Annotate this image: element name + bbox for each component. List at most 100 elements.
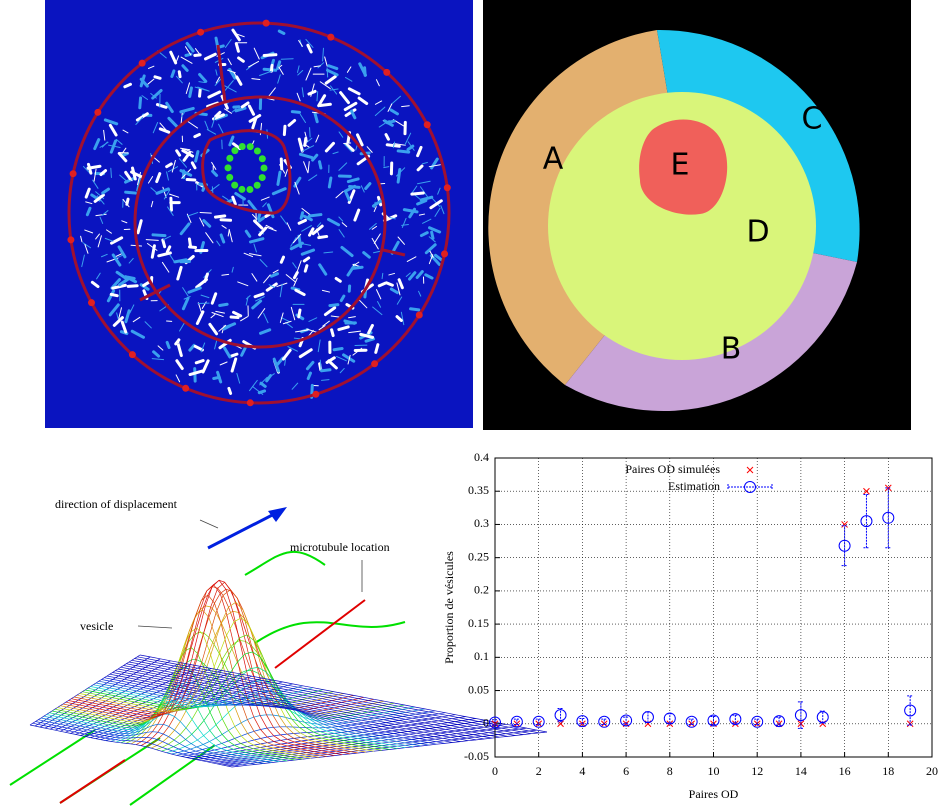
filament <box>396 167 406 177</box>
filament <box>326 67 329 78</box>
filament <box>121 220 128 224</box>
filament <box>259 258 268 268</box>
filament <box>371 199 382 208</box>
filament <box>267 87 276 98</box>
mesh-line <box>46 700 280 763</box>
filament <box>146 243 158 251</box>
circle-marker <box>576 715 589 728</box>
filament <box>374 106 386 117</box>
filament <box>285 321 293 329</box>
filament <box>297 69 304 76</box>
filament <box>373 233 381 244</box>
core-dot <box>258 155 266 163</box>
filament <box>303 136 308 147</box>
filament <box>393 142 406 146</box>
filament <box>110 167 112 179</box>
error-bar <box>863 494 870 549</box>
filament <box>165 162 173 169</box>
filament <box>321 289 331 293</box>
filament <box>188 343 196 352</box>
filament <box>100 253 108 258</box>
filament <box>372 306 383 316</box>
mesh-line <box>68 579 343 756</box>
filament <box>338 216 344 222</box>
filament <box>408 271 417 281</box>
mesh-line <box>139 654 548 733</box>
x-marker <box>841 521 848 528</box>
filament <box>279 283 283 298</box>
circle-marker <box>663 712 676 725</box>
filament <box>167 116 180 129</box>
filament <box>218 302 229 307</box>
filament <box>231 28 241 42</box>
filament <box>407 141 415 151</box>
annotation: vesicle <box>80 619 113 633</box>
filament <box>265 224 274 230</box>
filament <box>110 236 124 245</box>
x-tick-label: 14 <box>795 764 807 778</box>
filament <box>117 151 128 163</box>
filament <box>84 187 91 199</box>
filament <box>245 295 251 300</box>
filament <box>324 75 337 85</box>
filament <box>327 176 333 189</box>
filament <box>302 214 313 222</box>
filament <box>93 138 101 151</box>
filament <box>383 166 390 169</box>
filament <box>228 135 235 147</box>
filament <box>269 272 279 278</box>
circle-marker <box>838 539 851 552</box>
legend-label: Paires OD simulées <box>625 462 720 476</box>
filament <box>204 52 217 61</box>
filament <box>169 253 176 263</box>
filament <box>299 113 306 124</box>
filament <box>339 91 350 105</box>
region-label: A <box>543 142 564 177</box>
filament <box>410 191 425 196</box>
filament <box>211 311 224 318</box>
mesh-line <box>123 665 500 738</box>
filament <box>224 38 232 48</box>
filament <box>150 187 157 193</box>
filament <box>165 245 172 254</box>
filament <box>287 119 297 127</box>
filament <box>103 129 106 141</box>
filament <box>141 95 149 100</box>
error-bar <box>601 718 608 725</box>
filament <box>332 346 344 352</box>
filament <box>268 284 276 288</box>
filament <box>101 210 109 216</box>
filament <box>195 310 205 325</box>
filament <box>401 105 410 108</box>
filament <box>357 298 368 309</box>
filament <box>415 270 424 279</box>
filament <box>138 96 143 110</box>
filament <box>155 172 162 184</box>
filament <box>81 254 85 268</box>
mesh-line <box>156 640 395 751</box>
filament <box>315 134 320 143</box>
filament <box>306 371 312 381</box>
filament <box>406 256 417 262</box>
filament <box>198 81 206 84</box>
segmentation-panel: A B C D E <box>483 0 911 430</box>
filament <box>327 64 339 71</box>
filament <box>215 69 218 76</box>
filament <box>162 235 172 241</box>
filament <box>194 359 205 365</box>
filament <box>139 74 146 88</box>
filament <box>218 324 227 332</box>
filament <box>123 82 132 89</box>
filament <box>319 359 322 370</box>
filament <box>395 315 403 322</box>
filament <box>313 65 321 68</box>
filament <box>175 75 183 84</box>
filament <box>157 251 172 258</box>
circle-marker <box>751 715 764 728</box>
filament <box>120 320 128 334</box>
filament <box>219 361 228 366</box>
outer-ring <box>67 21 451 405</box>
filament <box>104 237 114 242</box>
filament <box>177 70 182 79</box>
circle-marker <box>773 715 786 728</box>
